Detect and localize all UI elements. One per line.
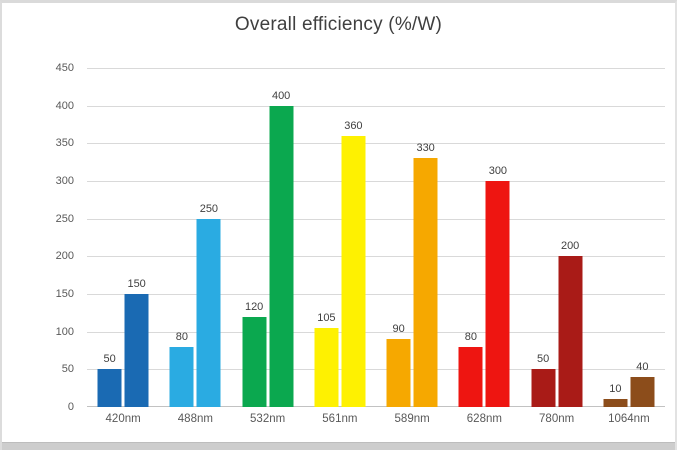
y-tick-label: 150 [55,288,74,300]
bar [558,256,583,407]
y-tick-label: 200 [55,250,74,263]
x-axis-line [87,406,665,407]
value-label: 360 [344,119,363,132]
bar-group: 80 300 [458,68,510,407]
value-label: 105 [317,311,336,324]
value-label: 250 [199,202,219,215]
bar [269,105,294,407]
x-tick-label: 1064nm [608,413,650,425]
y-tick-label: 300 [55,175,74,187]
plot-area: 50 150 80 250 120 400 105 360 90 330 80 300 50 200 10 4… [87,68,665,407]
gridline [87,68,665,69]
value-label: 150 [127,278,146,291]
x-tick-label: 780nm [539,413,575,425]
y-tick-label: 400 [55,99,74,112]
value-label: 50 [537,353,550,366]
bar [386,339,411,407]
x-tick-label: 561nm [322,413,358,425]
y-tick-label: 450 [55,62,74,74]
bar-group: 105 360 [314,68,366,407]
bar-group: 50 200 [531,68,583,407]
value-label: 400 [271,89,291,102]
bar [242,316,267,407]
bar-group: 80 250 [169,68,221,407]
bar [458,346,483,407]
x-tick-label: 532nm [250,413,286,425]
value-label: 200 [560,240,580,253]
y-tick-label: 0 [67,401,74,413]
gridline [87,331,665,333]
bar [169,346,194,407]
value-label: 300 [488,165,508,178]
value-label: 80 [464,330,477,343]
gridline [87,256,665,258]
bar-wrap: 200 [558,68,583,407]
value-label: 50 [103,353,116,366]
bar-group: 50 150 [97,68,149,407]
bar-wrap: 120 [242,68,267,407]
y-tick-label: 100 [55,325,74,338]
bar-wrap: 250 [196,68,221,407]
x-tick-label: 488nm [177,413,213,425]
bar-wrap: 360 [341,68,366,407]
gridline [87,294,665,295]
bar [97,369,122,407]
gridline [87,143,665,145]
bar-wrap: 10 [603,68,628,407]
x-axis: 420nm 488nm 532nm 561nm 589nm 628nm 780nm 1064n… [87,413,665,433]
bar [630,376,655,407]
y-tick-label: 350 [55,137,74,150]
value-label: 330 [416,142,435,155]
bar [341,135,366,407]
bar [124,294,149,407]
bar-wrap: 330 [413,68,438,407]
bar [531,369,556,407]
bar [413,158,438,407]
bar-wrap: 300 [485,68,510,407]
bar [196,218,221,407]
bottom-edge-strip [0,442,677,450]
chart-title: Overall efficiency (%/W) [234,14,443,35]
bar [314,327,339,407]
bar-wrap: 50 [531,68,556,407]
x-tick-label: 420nm [105,413,141,425]
bar-wrap: 80 [458,68,483,407]
bar-group: 120 400 [242,68,294,407]
gridline [87,369,665,371]
gridline [87,105,665,107]
value-label: 120 [244,300,264,313]
bar-group: 10 40 [603,68,655,407]
bar [603,399,628,407]
gridline [87,181,665,182]
bar-wrap: 80 [169,68,194,407]
bar-wrap: 50 [97,68,122,407]
bar-wrap: 105 [314,68,339,407]
bar-wrap: 90 [386,68,411,407]
value-label: 80 [175,330,188,343]
bar [485,181,510,407]
y-tick-label: 250 [55,212,74,225]
x-tick-label: 628nm [466,413,502,425]
bar-wrap: 40 [630,68,655,407]
value-label: 10 [609,383,622,396]
bar-wrap: 150 [124,68,149,407]
y-axis: 0 50 100 150 200 250 300 350 400 450 [0,62,74,413]
bar-group: 90 330 [386,68,438,407]
bar-wrap: 400 [269,68,294,407]
x-tick-label: 589nm [394,413,430,425]
y-tick-label: 50 [61,363,74,376]
gridline [87,218,665,220]
value-label: 40 [636,360,649,373]
value-label: 90 [392,323,405,336]
